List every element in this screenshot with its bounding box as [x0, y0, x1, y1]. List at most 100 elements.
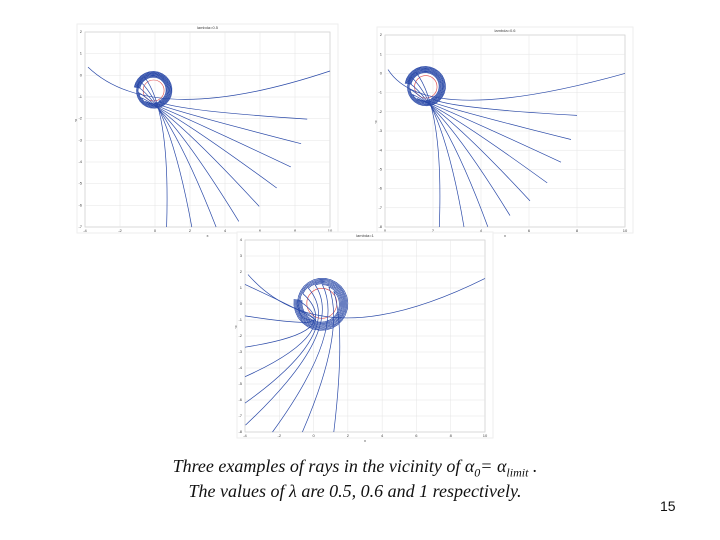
- y-tick-label: -4: [378, 147, 382, 152]
- ray: [405, 66, 465, 228]
- x-tick-label: 2: [189, 228, 192, 233]
- x-tick-label: 10: [328, 228, 333, 233]
- y-tick-label: 2: [80, 29, 83, 34]
- ray: [244, 279, 348, 330]
- ray: [410, 72, 578, 116]
- y-tick-label: -7: [238, 413, 242, 418]
- ray: [244, 281, 345, 378]
- y-tick-label: 1: [80, 51, 83, 56]
- y-tick-label: -4: [238, 365, 242, 370]
- x-tick-label: -4: [243, 433, 247, 438]
- ray: [408, 69, 548, 184]
- plot-title: lambda=0.5: [197, 25, 219, 30]
- ray: [409, 70, 562, 163]
- x-tick-label: 10: [623, 228, 628, 233]
- ray: [301, 291, 341, 433]
- ray: [138, 76, 302, 145]
- y-tick-label: 3: [240, 253, 243, 258]
- caption-text: Three examples of rays in the vicinity o…: [172, 456, 475, 476]
- ray: [134, 71, 193, 228]
- y-tick-label: -1: [78, 94, 82, 99]
- x-tick-label: 0: [154, 228, 157, 233]
- x-tick-label: 6: [528, 228, 531, 233]
- figures: lambda=0.5xy-4 -2 0 2 4 6 8 10210-1-2-3-4-5-6-7…: [75, 23, 634, 443]
- y-tick-label: -1: [238, 317, 242, 322]
- y-tick-label: -8: [378, 224, 382, 229]
- x-tick-label: 4: [224, 228, 227, 233]
- x-tick-label: 8: [294, 228, 297, 233]
- rays: [404, 66, 578, 228]
- y-tick-label: -3: [238, 349, 242, 354]
- caption-line: The values of λ are 0.5, 0.6 and 1 respe…: [188, 481, 522, 501]
- y-tick-label: 2: [240, 269, 243, 274]
- y-tick-label: -3: [78, 137, 82, 142]
- x-tick-label: 2: [432, 228, 435, 233]
- ray: [244, 278, 349, 331]
- ray: [87, 66, 331, 100]
- y-axis-label: y: [375, 118, 377, 123]
- y-axis-label: y: [235, 323, 237, 328]
- ray: [406, 68, 511, 216]
- x-tick-label: 8: [576, 228, 579, 233]
- caption-line: Three examples of rays in the vicinity o…: [0, 456, 710, 481]
- y-tick-label: -5: [238, 381, 242, 386]
- ray: [406, 67, 489, 227]
- x-tick-label: 10: [483, 433, 488, 438]
- y-tick-label: -6: [78, 202, 82, 207]
- plot-title: lambda=1: [356, 233, 374, 238]
- ray: [136, 74, 260, 207]
- y-tick-label: 1: [380, 51, 383, 56]
- x-tick-label: -4: [83, 228, 87, 233]
- x-axis-label: x: [364, 438, 366, 443]
- y-tick-label: -8: [238, 429, 242, 434]
- y-tick-label: 0: [80, 72, 83, 77]
- ray: [409, 71, 572, 140]
- ray: [247, 274, 486, 319]
- y-tick-label: -4: [78, 159, 82, 164]
- y-tick-label: -7: [378, 205, 382, 210]
- x-tick-label: 4: [381, 433, 384, 438]
- x-tick-label: 6: [415, 433, 418, 438]
- x-tick-label: -2: [278, 433, 282, 438]
- ray: [135, 73, 240, 222]
- y-tick-label: 0: [380, 70, 383, 75]
- subscript: 0: [474, 465, 481, 480]
- caption-text: = α: [480, 456, 507, 476]
- x-tick-label: 2: [347, 433, 350, 438]
- ray: [135, 72, 217, 228]
- y-tick-label: -2: [378, 109, 382, 114]
- y-tick-label: -3: [378, 128, 382, 133]
- ray: [139, 76, 308, 120]
- ray: [407, 69, 531, 202]
- x-tick-label: 8: [450, 433, 453, 438]
- ray: [387, 69, 626, 101]
- y-tick-label: 2: [380, 32, 383, 37]
- x-tick-label: 4: [480, 228, 483, 233]
- y-tick-label: 1: [240, 285, 243, 290]
- x-axis-label: x: [207, 233, 209, 238]
- x-tick-label: 0: [384, 228, 387, 233]
- page-number: 15: [660, 498, 676, 514]
- y-tick-label: -6: [378, 186, 382, 191]
- ray: [137, 74, 277, 189]
- y-tick-label: -7: [78, 224, 82, 229]
- x-axis-label: x: [504, 233, 506, 238]
- y-tick-label: 0: [240, 301, 243, 306]
- rays: [244, 278, 349, 433]
- caption-text: .: [528, 456, 538, 476]
- y-tick-label: -6: [238, 397, 242, 402]
- y-tick-label: -2: [78, 116, 82, 121]
- ray: [245, 283, 343, 426]
- ray: [404, 66, 446, 228]
- plot-title: lambda=0.6: [494, 28, 516, 33]
- y-tick-label: -1: [378, 90, 382, 95]
- y-tick-label: -5: [78, 181, 82, 186]
- y-tick-label: 4: [240, 237, 243, 242]
- subscript: limit: [506, 465, 529, 480]
- x-tick-label: 0: [312, 433, 315, 438]
- x-tick-label: -2: [118, 228, 122, 233]
- y-tick-label: -2: [238, 333, 242, 338]
- ray: [133, 71, 173, 228]
- plot-area: [84, 31, 331, 228]
